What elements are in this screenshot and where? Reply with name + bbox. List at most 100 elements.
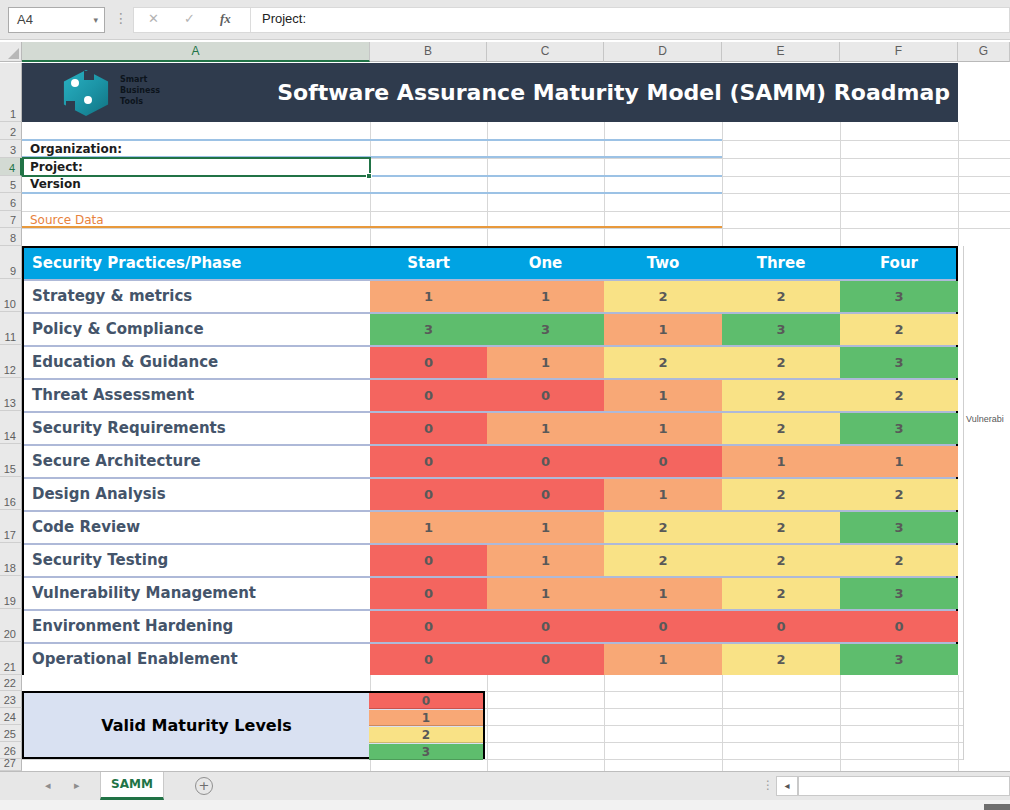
maturity-cell[interactable]: 0: [370, 644, 487, 675]
practice-label[interactable]: Design Analysis: [32, 479, 166, 510]
maturity-cell[interactable]: 2: [840, 479, 958, 510]
row-header-11[interactable]: 11: [0, 312, 22, 345]
maturity-cell[interactable]: 2: [604, 545, 722, 576]
row-header-15[interactable]: 15: [0, 444, 22, 477]
row-header-4[interactable]: 4: [0, 158, 22, 176]
maturity-cell[interactable]: 3: [840, 578, 958, 609]
tab-samm[interactable]: SAMM: [100, 772, 164, 800]
maturity-cell[interactable]: 1: [370, 512, 487, 543]
column-header-f[interactable]: F: [840, 42, 958, 62]
maturity-cell[interactable]: 0: [722, 611, 840, 642]
maturity-cell[interactable]: 3: [840, 281, 958, 312]
maturity-cell[interactable]: 2: [604, 347, 722, 378]
row-header-10[interactable]: 10: [0, 279, 22, 312]
practice-label[interactable]: Operational Enablement: [32, 644, 238, 675]
row-header-19[interactable]: 19: [0, 576, 22, 609]
maturity-cell[interactable]: 0: [370, 380, 487, 411]
practice-label[interactable]: Threat Assessment: [32, 380, 194, 411]
formula-input[interactable]: Project:: [262, 11, 306, 26]
maturity-cell[interactable]: 1: [604, 644, 722, 675]
maturity-cell[interactable]: 1: [604, 578, 722, 609]
practice-label[interactable]: Code Review: [32, 512, 140, 543]
row-header-2[interactable]: 2: [0, 122, 22, 140]
row-header-20[interactable]: 20: [0, 609, 22, 642]
row-header-25[interactable]: 25: [0, 725, 22, 742]
practice-label[interactable]: Secure Architecture: [32, 446, 201, 477]
maturity-cell[interactable]: 2: [722, 281, 840, 312]
maturity-cell[interactable]: 3: [840, 347, 958, 378]
maturity-cell[interactable]: 2: [722, 347, 840, 378]
row-header-22[interactable]: 22: [0, 675, 22, 691]
hscroll-left-button[interactable]: ◂: [776, 776, 798, 796]
maturity-cell[interactable]: 2: [604, 281, 722, 312]
maturity-cell[interactable]: 3: [722, 314, 840, 345]
hscroll-track[interactable]: [798, 776, 1010, 796]
tab-nav-left-icon[interactable]: ◂: [45, 779, 51, 792]
practice-label[interactable]: Environment Hardening: [32, 611, 233, 642]
column-header-d[interactable]: D: [604, 42, 722, 62]
maturity-cell[interactable]: 1: [604, 314, 722, 345]
maturity-cell[interactable]: 1: [604, 380, 722, 411]
maturity-cell[interactable]: 1: [487, 347, 604, 378]
maturity-cell[interactable]: 2: [722, 479, 840, 510]
column-header-b[interactable]: B: [370, 42, 487, 62]
maturity-cell[interactable]: 1: [722, 446, 840, 477]
practice-label[interactable]: Security Testing: [32, 545, 168, 576]
maturity-cell[interactable]: 0: [370, 413, 487, 444]
maturity-cell[interactable]: 0: [370, 347, 487, 378]
maturity-cell[interactable]: 0: [370, 479, 487, 510]
maturity-cell[interactable]: 2: [722, 578, 840, 609]
maturity-cell[interactable]: 3: [840, 644, 958, 675]
row-header-3[interactable]: 3: [0, 140, 22, 158]
maturity-cell[interactable]: 2: [722, 380, 840, 411]
practice-label[interactable]: Strategy & metrics: [32, 281, 192, 312]
maturity-cell[interactable]: 0: [370, 545, 487, 576]
maturity-cell[interactable]: 2: [722, 545, 840, 576]
name-box[interactable]: A4 ▾: [8, 7, 105, 33]
row-header-9[interactable]: 9: [0, 246, 22, 279]
maturity-cell[interactable]: 2: [840, 380, 958, 411]
maturity-cell[interactable]: 0: [487, 380, 604, 411]
column-header-g[interactable]: G: [958, 42, 1010, 62]
row-header-24[interactable]: 24: [0, 708, 22, 725]
column-header-c[interactable]: C: [487, 42, 604, 62]
maturity-cell[interactable]: 3: [840, 413, 958, 444]
maturity-cell[interactable]: 1: [487, 413, 604, 444]
maturity-cell[interactable]: 0: [487, 479, 604, 510]
maturity-cell[interactable]: 1: [487, 281, 604, 312]
row-header-5[interactable]: 5: [0, 176, 22, 193]
row-header-16[interactable]: 16: [0, 477, 22, 510]
column-header-a[interactable]: A: [22, 42, 370, 62]
cancel-icon[interactable]: ✕: [148, 11, 159, 26]
maturity-cell[interactable]: 1: [840, 446, 958, 477]
maturity-cell[interactable]: 3: [370, 314, 487, 345]
maturity-cell[interactable]: 1: [370, 281, 487, 312]
active-cell-selection[interactable]: [22, 157, 371, 177]
row-header-18[interactable]: 18: [0, 543, 22, 576]
row-header-21[interactable]: 21: [0, 642, 22, 675]
row-header-14[interactable]: 14: [0, 411, 22, 444]
fill-handle[interactable]: [366, 173, 372, 179]
insert-function-icon[interactable]: fx: [220, 11, 231, 27]
row-header-1[interactable]: 1: [0, 63, 22, 122]
maturity-cell[interactable]: 2: [840, 314, 958, 345]
maturity-cell[interactable]: 2: [722, 413, 840, 444]
row-header-8[interactable]: 8: [0, 228, 22, 246]
row-header-13[interactable]: 13: [0, 378, 22, 411]
maturity-cell[interactable]: 0: [370, 446, 487, 477]
maturity-cell[interactable]: 3: [840, 512, 958, 543]
maturity-cell[interactable]: 0: [604, 611, 722, 642]
maturity-cell[interactable]: 3: [487, 314, 604, 345]
tab-nav-right-icon[interactable]: ▸: [74, 779, 80, 792]
practice-label[interactable]: Education & Guidance: [32, 347, 218, 378]
version-label[interactable]: Version: [30, 176, 81, 193]
row-header-6[interactable]: 6: [0, 193, 22, 211]
zoom-control[interactable]: [984, 804, 1010, 810]
maturity-cell[interactable]: 1: [604, 479, 722, 510]
maturity-cell[interactable]: 1: [604, 413, 722, 444]
maturity-cell[interactable]: 0: [370, 611, 487, 642]
maturity-cell[interactable]: 2: [722, 512, 840, 543]
maturity-cell[interactable]: 1: [487, 545, 604, 576]
row-header-7[interactable]: 7: [0, 211, 22, 228]
maturity-cell[interactable]: 2: [722, 644, 840, 675]
